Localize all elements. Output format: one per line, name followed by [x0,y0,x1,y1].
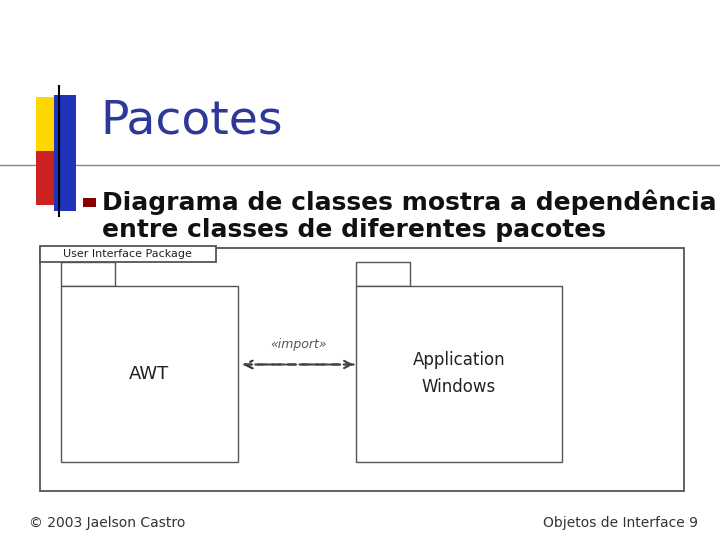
Text: Objetos de Interface 9: Objetos de Interface 9 [544,516,698,530]
Text: AWT: AWT [130,365,169,383]
Text: Windows: Windows [422,379,496,396]
Text: © 2003 Jaelson Castro: © 2003 Jaelson Castro [29,516,185,530]
Bar [36,151,76,205]
Text: entre classes de diferentes pacotes: entre classes de diferentes pacotes [102,218,606,241]
Bar [40,246,216,262]
Bar [83,198,96,207]
Bar [61,262,115,286]
Bar [54,94,76,211]
Text: Pacotes: Pacotes [101,99,283,144]
Text: Application: Application [413,352,505,369]
Text: Diagrama de classes mostra a dependência: Diagrama de classes mostra a dependência [102,190,717,215]
Bar [356,286,562,462]
Bar [36,97,76,151]
Bar [61,286,238,462]
Bar [40,248,684,491]
Text: User Interface Package: User Interface Package [63,249,192,259]
Text: «import»: «import» [271,338,327,351]
Bar [356,262,410,286]
